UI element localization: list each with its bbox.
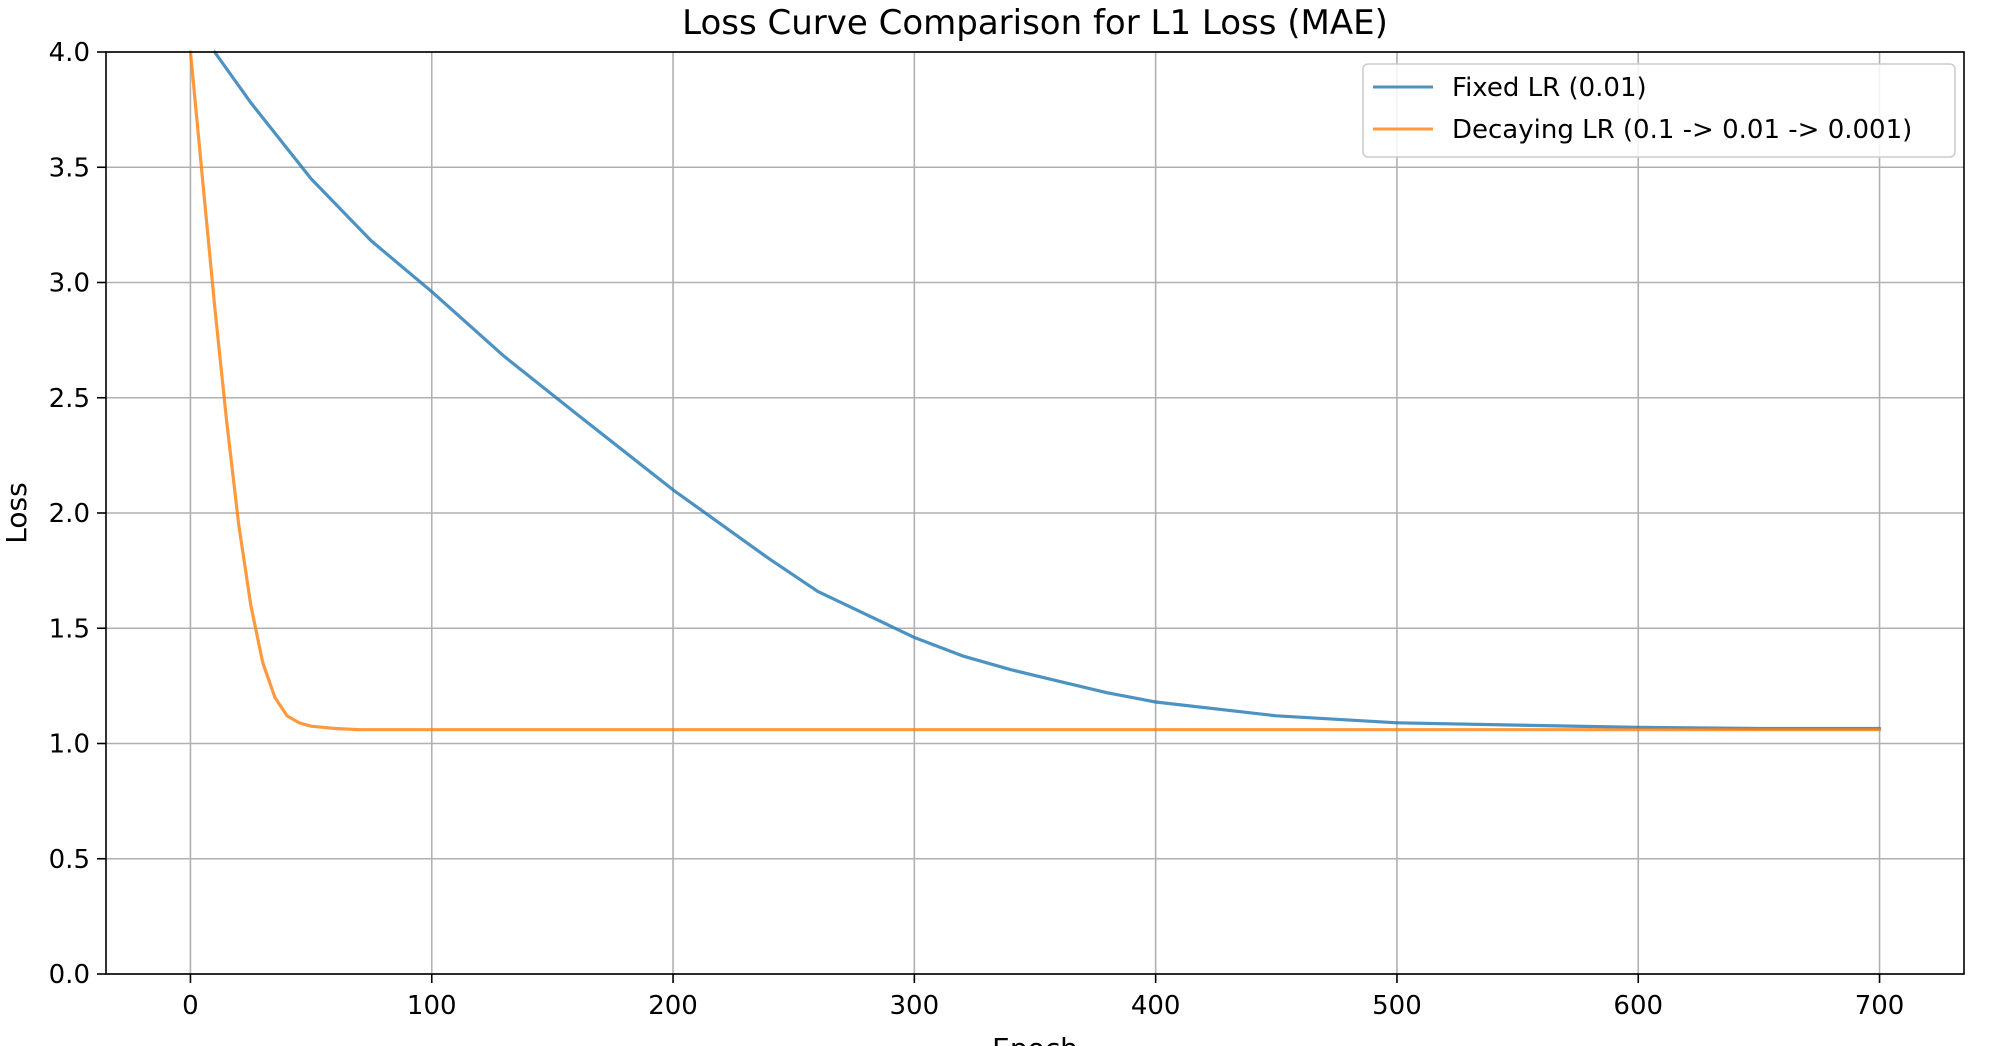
y-axis-label: Loss [0,482,33,543]
legend-box [1362,63,1956,158]
x-tick-label: 300 [890,991,940,1021]
y-tick-label: 1.5 [49,614,90,644]
y-tick-label: 1.0 [49,730,90,760]
x-tick-label: 100 [407,991,457,1021]
y-tick-label: 4.0 [49,38,90,68]
legend: Fixed LR (0.01) Decaying LR (0.1 -> 0.01… [1362,63,1956,158]
x-tick-label: 200 [648,991,698,1021]
x-tick-label: 400 [1131,991,1181,1021]
x-tick-label: 600 [1613,991,1663,1021]
legend-label-fixed-lr: Fixed LR (0.01) [1452,73,1647,103]
x-axis-label: Epoch [992,1032,1078,1046]
y-tick-label: 0.0 [49,960,90,990]
y-tick-label: 0.5 [49,845,90,875]
series-line-0 [213,50,1882,731]
y-tick-label: 2.5 [49,384,90,414]
y-tick-label: 3.5 [49,153,90,183]
legend-label-decaying-lr: Decaying LR (0.1 -> 0.01 -> 0.001) [1452,115,1912,145]
x-tick-label: 500 [1372,991,1422,1021]
y-tick-label: 3.0 [49,269,90,299]
y-tick-label: 2.0 [49,499,90,529]
x-tick-label: 700 [1855,991,1905,1021]
axis-ticks: 0 100 200 300 400 500 600 700 0.0 0.5 1.0 1.5 2.0 2.5… [49,38,1905,1021]
chart-title: Loss Curve Comparison for L1 Loss (MAE) [682,3,1388,43]
series-lines [188,50,1882,732]
series-line-1 [188,50,1882,732]
x-tick-label: 0 [182,991,199,1021]
